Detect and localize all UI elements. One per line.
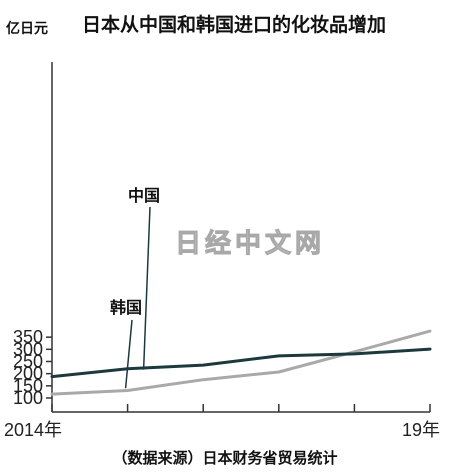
- x-tick-label: 2014年: [4, 420, 62, 440]
- series-line-korea: [50, 329, 432, 396]
- series-lines: [50, 329, 432, 396]
- source-note: （数据来源）日本财务省贸易统计: [112, 449, 337, 467]
- y-tick-label: 300: [13, 339, 43, 359]
- series-label-china: 中国: [128, 186, 160, 205]
- series-leader-line-china: [142, 206, 151, 370]
- series-leader-line-korea: [124, 319, 133, 389]
- x-tick-label: 19年: [402, 420, 440, 440]
- y-tick-label: 100: [13, 388, 43, 408]
- y-tick-label: 250: [13, 351, 43, 371]
- y-tick-label: 350: [13, 327, 43, 347]
- series-line-china: [50, 347, 432, 379]
- y-axis-unit-label: 亿日元: [6, 20, 48, 37]
- watermark-text: 日经中文网: [175, 228, 325, 259]
- chart-title: 日本从中国和韩国进口的化妆品增加: [82, 13, 386, 36]
- y-tick-label: 200: [13, 364, 43, 384]
- series-label-korea: 韩国: [110, 298, 142, 317]
- y-tick-label: 150: [13, 376, 43, 396]
- x-axis: 2014年 19年: [4, 404, 440, 440]
